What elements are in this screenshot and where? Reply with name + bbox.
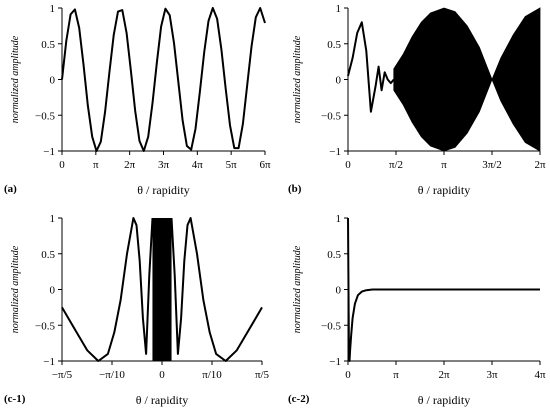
y-tick-label: −1 [329,356,341,368]
x-tick-label: π/2 [389,159,403,171]
x-tick-label: π/10 [202,369,222,381]
y-tick-label: −1 [43,146,55,158]
x-axis-title: θ / rapidity [136,393,188,407]
y-axis-title: normalized amplitude [10,245,21,333]
y-tick-label: 1 [50,213,56,225]
x-tick-label: 0 [159,369,165,381]
x-tick-label: π [93,159,99,171]
x-tick-label: 3π [486,369,498,381]
x-tick-label: 5π [226,159,238,171]
series-line [61,217,154,362]
y-tick-label: −0.5 [321,320,341,332]
y-tick-label: 0 [336,285,342,297]
y-tick-label: 0.5 [327,249,341,261]
x-tick-label: π [393,369,399,381]
chart-panel: −1 −0.5 0 0.5 1 0 π/2 π 3π/2 2π θ / rapidity normal… [288,3,546,197]
chart-panel: −1 −0.5 0 0.5 1 −π/5 −π/10 0 π/10 π/5 θ / rapidity… [4,213,270,407]
panel-label: (c-1) [4,393,26,405]
x-axis-title: θ / rapidity [418,393,470,407]
y-tick-label: 0 [50,75,56,87]
y-tick-label: 0 [50,285,56,297]
x-tick-label: 3π/2 [482,159,502,171]
x-tick-label: 0 [345,369,351,381]
x-tick-label: −π/5 [52,369,73,381]
x-tick-label: 4π [192,159,204,171]
series-line [61,7,266,152]
panel-label: (b) [288,183,302,195]
y-tick-label: 1 [336,3,342,15]
series-line [170,217,263,362]
x-tick-label: 6π [259,159,271,171]
x-tick-label: π [441,159,447,171]
y-tick-label: 0.5 [327,39,341,51]
x-tick-label: 2π [534,159,546,171]
x-tick-label: 2π [124,159,136,171]
x-tick-label: 2π [438,369,450,381]
chart-panel: −1 −0.5 0 0.5 1 0 π 2π 3π 4π 5π 6π θ / rapidity norma… [4,3,271,197]
y-tick-label: −1 [329,146,341,158]
panel-label: (a) [4,183,17,195]
x-tick-label: 3π [158,159,170,171]
y-axis-title: normalized amplitude [10,35,21,123]
x-tick-label: π/5 [255,369,270,381]
y-tick-label: 1 [336,213,342,225]
oscillation-band [152,218,172,361]
y-tick-label: 0.5 [41,249,55,261]
series-line [347,217,540,362]
x-tick-label: 4π [534,369,546,381]
y-tick-label: 1 [50,3,56,15]
x-tick-label: 0 [345,159,351,171]
x-tick-label: 0 [59,159,65,171]
x-axis-title: θ / rapidity [137,183,189,197]
series-line [347,21,395,113]
chart-panel: −1 −0.5 0 0.5 1 0 π 2π 3π 4π θ / rapidity normalize… [288,213,546,407]
y-tick-label: −1 [43,356,55,368]
y-tick-label: 0 [336,75,342,87]
x-axis-title: θ / rapidity [418,183,470,197]
y-tick-label: −0.5 [35,110,55,122]
y-tick-label: 0.5 [41,39,55,51]
y-axis-title: normalized amplitude [292,245,303,333]
panel-label: (c-2) [288,393,310,405]
y-axis-title: normalized amplitude [292,35,303,123]
y-tick-label: −0.5 [321,110,341,122]
oscillation-envelope [393,7,541,152]
y-tick-label: −0.5 [35,320,55,332]
x-tick-label: −π/10 [99,369,125,381]
